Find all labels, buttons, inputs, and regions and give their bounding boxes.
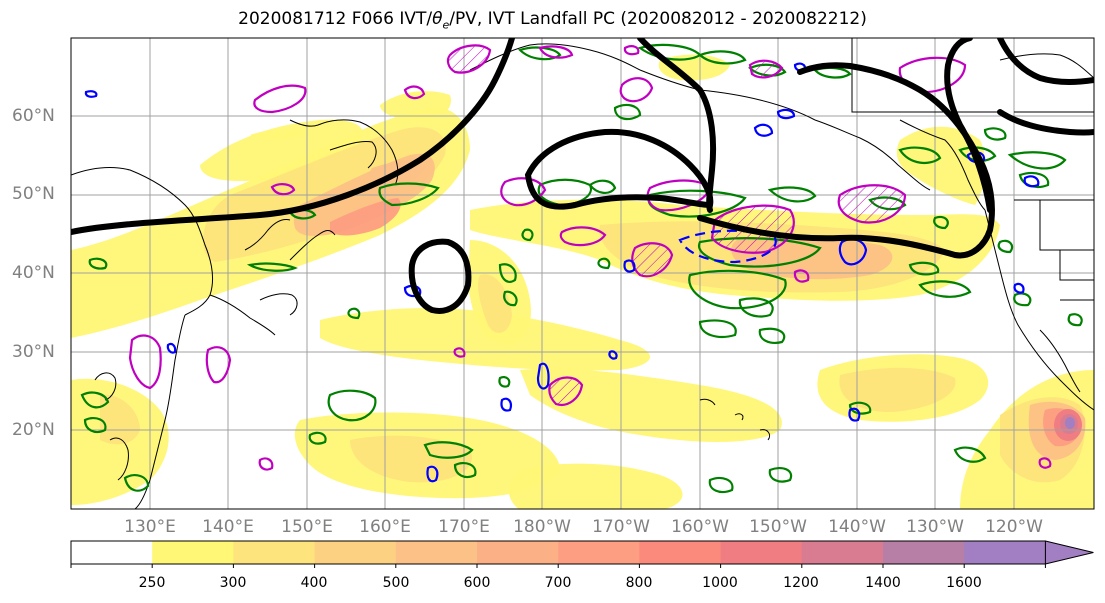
colorbar-segment: [71, 541, 153, 564]
figure-title: 2020081712 F066 IVT/θe/PV, IVT Landfall …: [238, 9, 867, 32]
lon-label-160w: 160°W: [671, 517, 729, 537]
ivt-shading-1000: [1054, 409, 1082, 441]
map-area: [71, 38, 1094, 509]
colorbar-tick-label: 1000: [702, 575, 738, 591]
colorbar-tick-label: 500: [382, 575, 410, 591]
lat-label-40n: 40°N: [12, 263, 55, 283]
map-frame: [70, 37, 1095, 510]
lon-label-120w: 120°W: [985, 517, 1043, 537]
theta-e-contours: [80, 43, 1083, 494]
colorbar-tick-label: 600: [463, 575, 491, 591]
colorbar-segment: [801, 541, 884, 564]
colorbar-tick-label: 1200: [783, 575, 819, 591]
colorbar-tick-label: 700: [544, 575, 572, 591]
colorbar-extend-arrow: [1044, 540, 1094, 565]
lon-label-150e: 150°E: [281, 517, 333, 537]
colorbar-segment: [964, 541, 1046, 564]
lat-label-50n: 50°N: [12, 184, 55, 204]
colorbar-segment: [558, 541, 640, 564]
colorbar-segment: [720, 541, 803, 564]
lon-label-140e: 140°E: [202, 517, 254, 537]
colorbar-segment: [639, 541, 722, 564]
lat-label-30n: 30°N: [12, 342, 55, 362]
colorbar-tick-label: 1400: [865, 575, 901, 591]
lon-label-180w: 180°W: [513, 517, 571, 537]
colorbar-segment: [152, 541, 234, 564]
colorbar: [70, 540, 1094, 568]
colorbar-segment: [477, 541, 559, 564]
colorbar-segment: [883, 541, 965, 564]
colorbar-segment: [233, 541, 316, 564]
coastlines: [71, 38, 1094, 509]
lon-label-170e: 170°E: [438, 517, 490, 537]
colorbar-segment: [395, 541, 478, 564]
colorbar-tick-label: 800: [625, 575, 653, 591]
lon-label-170w: 170°W: [592, 517, 650, 537]
lon-label-150w: 150°W: [749, 517, 807, 537]
lat-label-60n: 60°N: [12, 106, 55, 126]
colorbar-tick-label: 300: [219, 575, 247, 591]
colorbar-tick-label: 1600: [946, 575, 982, 591]
lon-label-130w: 130°W: [906, 517, 964, 537]
lat-label-20n: 20°N: [12, 420, 55, 440]
lon-label-160e: 160°E: [359, 517, 411, 537]
pv-negative-contours: [84, 62, 1040, 483]
colorbar-tick-label: 400: [300, 575, 328, 591]
colorbar-tick-label: 250: [138, 575, 166, 591]
lon-label-130e: 130°E: [124, 517, 176, 537]
lon-label-140w: 140°W: [828, 517, 886, 537]
colorbar-segment: [314, 541, 397, 564]
ivt-landfall-pc-contours: [71, 38, 1094, 314]
